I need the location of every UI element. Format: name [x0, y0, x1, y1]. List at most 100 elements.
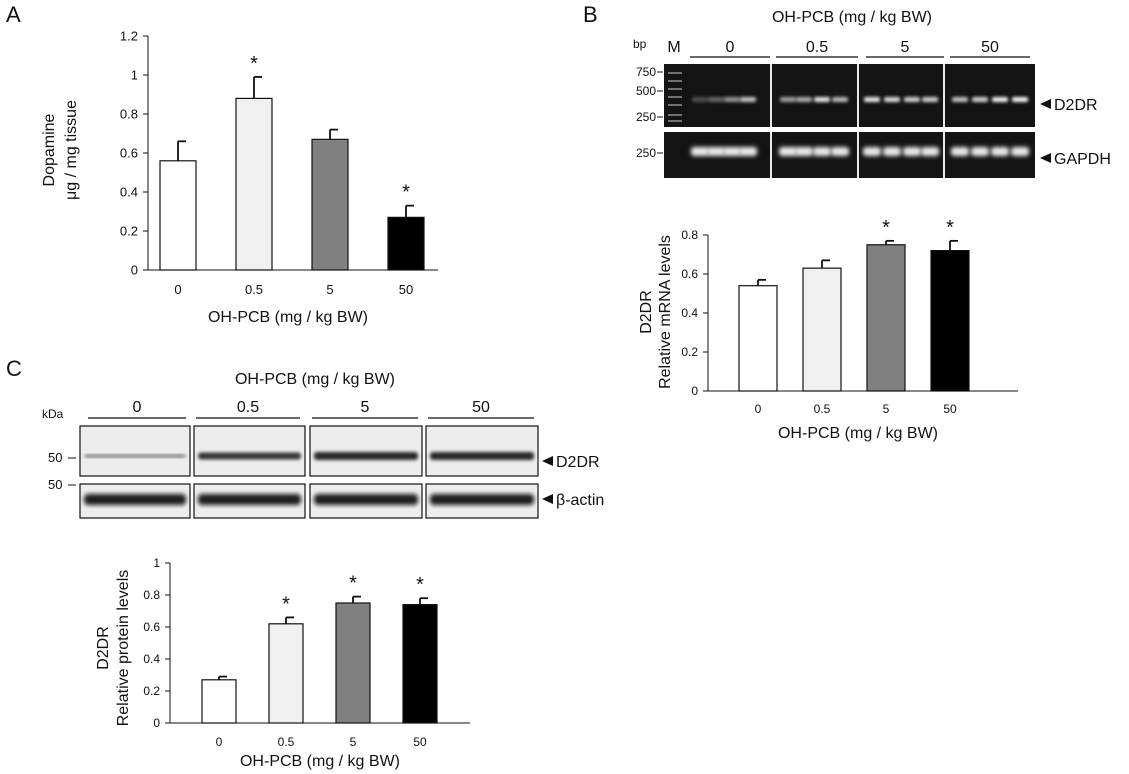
y-tick-label: 0.6	[120, 146, 138, 161]
gel-b-gapdh-arrow-icon	[1040, 153, 1051, 163]
x-category-label: 5	[326, 282, 333, 297]
y-tick-label: 1	[153, 556, 160, 570]
blot-c-d2dr-band	[84, 454, 186, 458]
gel-b-size-labels: 750 500 250 250	[636, 65, 663, 160]
x-axis-title: OH-PCB (mg / kg BW)	[778, 425, 938, 442]
gel-b-size-label: 750	[636, 65, 656, 79]
blot-c-d2dr-panel	[193, 425, 306, 477]
significance-marker: *	[882, 217, 890, 239]
mrna-bar-chart: 0 0.2 0.4 0.6 0.8 0 0.5 5 * 50 * OH-PCB (mg / kg BW…	[638, 217, 1018, 442]
gel-b-group-label: 50	[981, 39, 999, 56]
blot-c-band-actin: β-actin	[556, 492, 604, 509]
gel-b-gapdh-band	[813, 147, 831, 156]
y-tick-label: 0.8	[681, 228, 698, 242]
gel-b-d2dr-band	[832, 97, 848, 102]
gel-b-d2dr-arrow-icon	[1040, 99, 1051, 109]
blot-c-d2dr-band	[314, 452, 418, 460]
x-category-label: 5	[883, 402, 890, 416]
y-tick-label: 0.4	[143, 652, 160, 666]
gel-b-group-labels: 0 0.5 5 50	[690, 39, 1030, 58]
y-tick-label: 0	[153, 716, 160, 730]
y-axis-title-line2: Relative mRNA levels	[657, 235, 674, 389]
gel-b-d2dr-band	[952, 97, 968, 102]
panel-label-a: A	[6, 2, 21, 27]
y-tick-label: 0.2	[681, 345, 698, 359]
y-tick-label: 0.4	[681, 306, 698, 320]
x-axis-title: OH-PCB (mg / kg BW)	[208, 309, 368, 326]
blot-c-group-labels: 0 0.5 5 50	[88, 399, 534, 419]
gel-b-gapdh-band	[883, 147, 901, 156]
bar-0	[738, 285, 778, 392]
rt-pcr-gel: OH-PCB (mg / kg BW) bp M 0 0.5 5 50 750 500 2…	[633, 9, 1111, 178]
gel-b-gapdh-band	[691, 147, 709, 156]
gel-b-ladder-band	[668, 80, 682, 82]
blot-c-actin-band	[314, 494, 418, 505]
blot-c-actin-band	[198, 494, 301, 505]
significance-marker: *	[250, 53, 258, 75]
gel-b-d2dr-band	[972, 97, 988, 102]
gel-b-gapdh-band	[1011, 147, 1029, 156]
gel-b-d2dr-band	[692, 97, 708, 102]
bar-0_5	[235, 97, 273, 271]
blot-c-bands	[79, 425, 539, 519]
gel-b-gapdh-band	[863, 147, 881, 156]
significance-marker: *	[282, 593, 290, 615]
y-tick-label: 1.2	[120, 29, 138, 44]
blot-c-group-label: 5	[361, 399, 370, 416]
x-category-label: 50	[413, 735, 427, 749]
bar-0_5	[802, 267, 842, 392]
blot-c-d2dr-panel	[425, 425, 539, 477]
bar-0	[159, 160, 197, 271]
gel-b-gapdh-band	[991, 147, 1009, 156]
gel-b-gapdh-band	[795, 147, 813, 156]
bar-50	[387, 216, 425, 271]
blot-c-group-label: 0.5	[237, 399, 259, 416]
dopamine-bar-chart: 0 0.2 0.4 0.6 0.8 1 1.2 0 0.5 * 5 50 * OH-PCB (mg / k…	[41, 29, 438, 326]
panel-label-b: B	[583, 2, 598, 27]
blot-c-title: OH-PCB (mg / kg BW)	[235, 371, 395, 388]
gel-b-gapdh-band	[779, 147, 797, 156]
x-axis-title: OH-PCB (mg / kg BW)	[240, 753, 400, 770]
gel-b-group-label: 5	[901, 39, 910, 56]
y-axis-title-line2: Relative protein levels	[115, 570, 132, 727]
blot-c-size-unit: kDa	[42, 407, 64, 421]
x-category-label: 0.5	[278, 735, 295, 749]
gel-b-d2dr-band	[814, 97, 830, 102]
blot-c-d2dr-band	[430, 452, 534, 460]
gel-b-d2dr-band	[724, 97, 740, 102]
x-category-label: 5	[350, 735, 357, 749]
x-category-label: 50	[943, 402, 957, 416]
gel-b-d2dr-bands	[668, 64, 1028, 127]
x-category-label: 0	[216, 735, 223, 749]
blot-c-d2dr-panel	[79, 425, 191, 477]
bar-50	[402, 603, 438, 724]
bar-0_5	[268, 623, 304, 724]
gel-b-d2dr-band	[780, 97, 796, 102]
gel-b-ladder-band	[668, 88, 682, 90]
bar-5	[866, 244, 906, 392]
gel-b-d2dr-band	[864, 97, 880, 102]
gel-b-ladder-band	[668, 120, 682, 122]
gel-b-gapdh-bands	[691, 132, 1029, 178]
gel-b-band-gapdh: GAPDH	[1054, 151, 1111, 168]
gel-b-size-unit: bp	[633, 37, 647, 51]
gel-b-band-d2dr: D2DR	[1054, 97, 1098, 114]
western-blot: OH-PCB (mg / kg BW) kDa 0 0.5 5 50 50 50 D2…	[42, 371, 604, 519]
blot-c-d2dr-panel	[309, 425, 423, 477]
y-axis-title-line1: Dopamine	[41, 113, 58, 186]
significance-marker: *	[349, 573, 357, 595]
gel-b-gapdh-band	[723, 147, 741, 156]
x-category-label: 0.5	[814, 402, 831, 416]
bar-5	[311, 138, 349, 271]
x-category-label: 0.5	[245, 282, 263, 297]
y-tick-label: 0.2	[120, 224, 138, 239]
blot-c-group-label: 0	[133, 399, 142, 416]
y-tick-label: 0	[691, 384, 698, 398]
gel-b-size-label: 250	[636, 146, 656, 160]
blot-c-actin-band	[84, 494, 186, 505]
panel-label-c: C	[6, 356, 22, 381]
blot-c-actin-band	[430, 494, 534, 505]
gel-b-title: OH-PCB (mg / kg BW)	[772, 9, 932, 26]
gel-b-d2dr-band	[740, 97, 756, 102]
